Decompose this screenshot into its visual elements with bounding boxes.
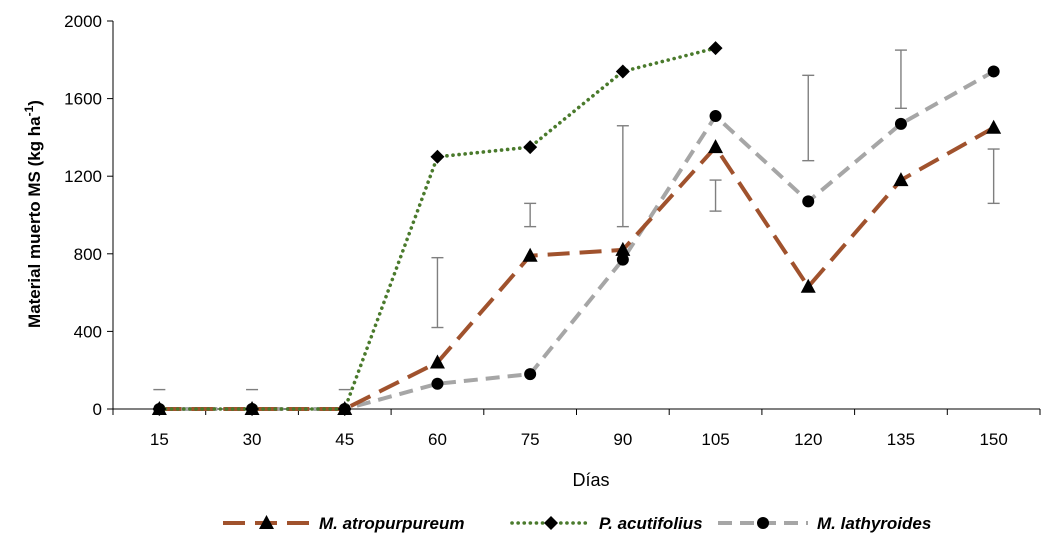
y-tick-label: 2000 (64, 12, 102, 31)
x-tick-label: 60 (428, 430, 447, 449)
series-m-lathyroides (153, 65, 1000, 415)
y-tick-labels: 0 400 800 1200 1600 2000 (64, 12, 102, 419)
data-point (893, 172, 909, 187)
x-tick-label: 15 (150, 430, 169, 449)
data-point (986, 119, 1002, 134)
data-point (708, 139, 724, 154)
data-point (337, 402, 352, 416)
x-tick-label: 135 (887, 430, 915, 449)
x-axis-title: Días (572, 470, 609, 490)
data-point (522, 247, 538, 262)
x-tick-label: 30 (243, 430, 262, 449)
data-point (430, 149, 445, 164)
data-point (615, 64, 630, 79)
legend-label: P. acutifolius (599, 514, 703, 533)
legend-marker (259, 515, 274, 529)
data-point (245, 402, 260, 416)
x-tick-label: 45 (335, 430, 354, 449)
y-axis-title-main: Material muerto MS (kg ha (25, 116, 44, 328)
data-point (802, 195, 815, 208)
error-bars (153, 49, 1000, 391)
legend-label: M. lathyroides (817, 514, 931, 533)
y-tick-label: 800 (74, 245, 102, 264)
series-m-atropurpureum (151, 119, 1002, 415)
y-axis-title-superscript: -1 (22, 105, 36, 116)
x-tick-label: 105 (701, 430, 729, 449)
y-tick-label: 400 (74, 322, 102, 341)
error-bar (431, 256, 444, 329)
error-bar (894, 49, 907, 110)
data-point (708, 41, 723, 56)
error-bar (709, 179, 722, 212)
data-point (709, 110, 722, 123)
data-point (987, 65, 1000, 78)
y-tick-label: 1600 (64, 90, 102, 109)
chart-axes (107, 20, 1041, 415)
legend-item: M. atropurpureum (223, 514, 464, 533)
legend-marker (544, 516, 558, 530)
data-point (800, 278, 816, 293)
error-bar (616, 125, 629, 228)
error-bar (524, 202, 537, 228)
data-point (894, 117, 907, 130)
x-tick-label: 90 (613, 430, 632, 449)
y-tick-label: 1200 (64, 167, 102, 186)
legend-item: P. acutifolius (510, 514, 703, 533)
data-point (616, 253, 629, 266)
error-bar (987, 148, 1000, 205)
data-point (431, 377, 444, 390)
data-point (523, 140, 538, 155)
y-axis-title: Material muerto MS (kg ha-1) (22, 100, 44, 328)
y-tick-label: 0 (93, 400, 102, 419)
legend-label: M. atropurpureum (319, 514, 464, 533)
legend-item: M. lathyroides (718, 514, 931, 533)
data-point (615, 241, 631, 256)
series-line (159, 69, 995, 411)
data-point (524, 368, 537, 381)
x-tick-labels: 15 30 45 60 75 90 105 120 135 150 (150, 430, 1008, 449)
chart-series (151, 41, 1002, 416)
data-point (152, 402, 167, 416)
series-line (159, 125, 995, 411)
y-axis-title-close: ) (25, 100, 44, 106)
x-tick-label: 120 (794, 430, 822, 449)
legend-marker (757, 517, 769, 529)
error-bar (802, 74, 815, 162)
x-tick-label: 75 (521, 430, 540, 449)
chart-legend: M. atropurpureum P. acutifolius M. lathyro… (223, 514, 931, 533)
series-p-acutifolius (152, 41, 723, 416)
data-point (429, 354, 445, 369)
x-tick-label: 150 (979, 430, 1007, 449)
